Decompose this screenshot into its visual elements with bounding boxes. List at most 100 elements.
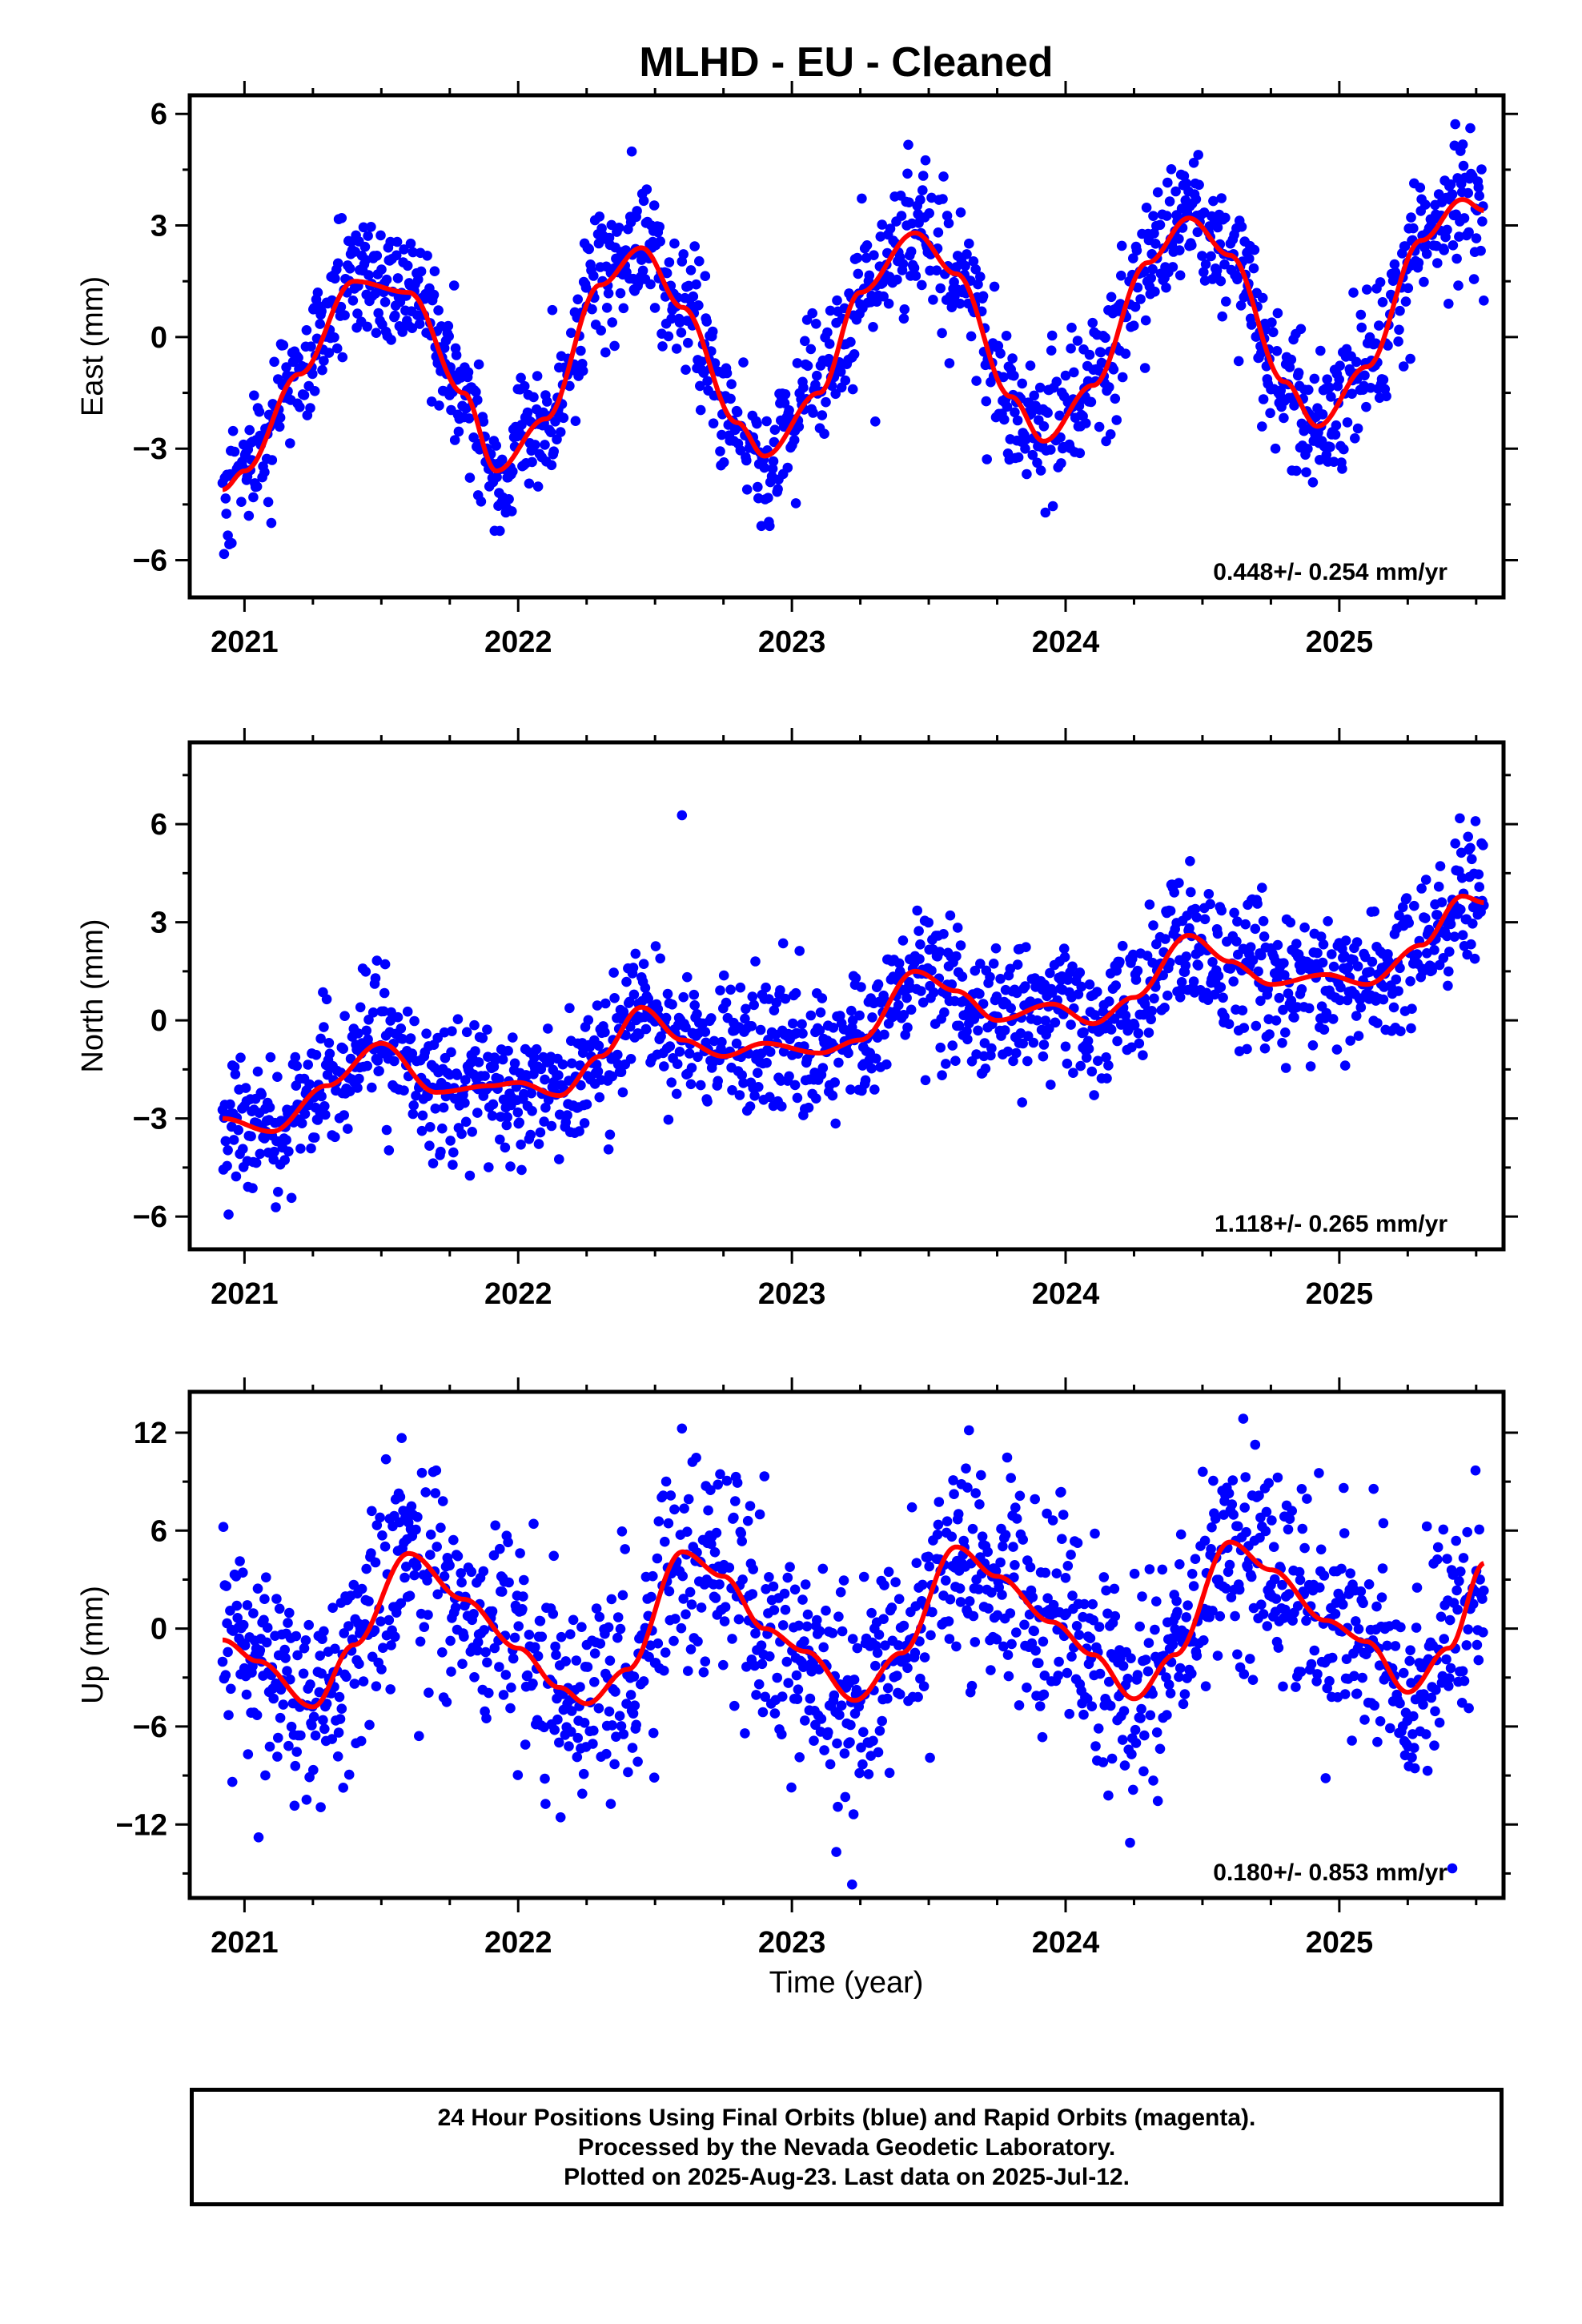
up-point: [986, 1665, 996, 1675]
up-point: [375, 1512, 385, 1523]
up-point: [490, 1520, 500, 1531]
up-point: [259, 1594, 270, 1604]
north-point: [1432, 910, 1443, 920]
north-point: [775, 985, 785, 995]
east-point: [1272, 308, 1283, 319]
north-point: [954, 1020, 965, 1031]
up-point: [1037, 1731, 1048, 1743]
up-point: [1105, 1700, 1116, 1711]
up-point: [837, 1626, 848, 1637]
north-point: [734, 1090, 745, 1100]
up-point: [482, 1657, 492, 1668]
east-point: [1291, 465, 1302, 476]
north-point: [306, 1143, 316, 1154]
up-point: [782, 1572, 793, 1583]
up-point: [231, 1600, 243, 1611]
up-point: [1210, 1514, 1221, 1524]
east-point: [942, 211, 953, 221]
up-point: [1215, 1610, 1226, 1622]
east-point: [1131, 245, 1142, 256]
up-point: [1054, 1656, 1064, 1667]
east-point: [885, 223, 896, 234]
up-point: [1057, 1534, 1067, 1544]
north-point: [893, 958, 905, 969]
east-point: [306, 341, 316, 352]
north-point: [1130, 975, 1142, 985]
east-point: [1303, 444, 1313, 454]
east-point: [1081, 418, 1091, 428]
east-point: [301, 325, 312, 336]
up-point: [375, 1616, 386, 1626]
north-point: [643, 993, 653, 1004]
up-point: [367, 1506, 377, 1517]
up-point: [1106, 1753, 1118, 1764]
north-point: [526, 1088, 536, 1099]
up-point: [612, 1612, 624, 1622]
east-point: [546, 460, 557, 471]
up-point: [1377, 1563, 1388, 1574]
up-point: [1479, 1585, 1489, 1596]
up-point: [1098, 1757, 1109, 1767]
north-point: [1162, 990, 1173, 1001]
east-point: [603, 288, 614, 299]
east-point: [548, 446, 559, 456]
north-point: [1002, 1046, 1014, 1057]
east-point: [1095, 347, 1106, 358]
north-point: [746, 1021, 757, 1031]
up-point: [658, 1490, 669, 1501]
north-point: [381, 1124, 392, 1136]
footer-info-box: 24 Hour Positions Using Final Orbits (bl…: [190, 2088, 1504, 2206]
up-point: [341, 1671, 351, 1683]
east-point: [416, 266, 427, 277]
up-point: [609, 1759, 620, 1770]
north-point: [988, 959, 999, 969]
east-point: [1194, 179, 1204, 191]
east-point: [1087, 317, 1098, 328]
north-point: [1406, 1023, 1416, 1034]
north-point: [363, 1015, 374, 1025]
east-point: [1301, 467, 1311, 477]
up-point: [578, 1768, 589, 1779]
up-point: [621, 1699, 632, 1709]
east-point: [413, 274, 424, 285]
up-point: [1174, 1671, 1184, 1683]
north-point: [1456, 904, 1466, 915]
east-point: [362, 321, 373, 332]
up-point: [629, 1700, 640, 1711]
up-point: [698, 1667, 709, 1678]
up-point: [1014, 1490, 1026, 1502]
north-point: [367, 1082, 377, 1093]
up-point: [1104, 1676, 1114, 1687]
east-point: [1465, 123, 1476, 134]
north-point: [777, 1101, 787, 1112]
up-point: [1345, 1568, 1355, 1578]
north-point: [405, 1033, 416, 1043]
east-point: [811, 319, 821, 329]
east-point: [1141, 202, 1152, 213]
up-point: [1136, 1703, 1146, 1715]
up-point: [1152, 1795, 1163, 1807]
up-point: [286, 1721, 297, 1732]
north-point: [797, 1019, 807, 1030]
east-point: [975, 271, 986, 282]
north-point: [1008, 1055, 1018, 1067]
north-point: [951, 951, 962, 962]
up-point: [729, 1700, 740, 1711]
east-point: [1051, 376, 1062, 388]
north-point: [1058, 943, 1070, 954]
up-point: [235, 1556, 245, 1566]
north-point: [1272, 939, 1283, 951]
north-point: [460, 1097, 470, 1108]
north-point: [941, 1059, 951, 1069]
north-point: [546, 1120, 557, 1132]
up-point: [756, 1640, 767, 1651]
up-point: [627, 1743, 638, 1753]
east-point: [1174, 270, 1186, 281]
north-point: [472, 1108, 483, 1118]
up-point: [1232, 1649, 1243, 1660]
up-point: [456, 1577, 467, 1588]
up-point: [370, 1557, 381, 1568]
east-point: [1324, 382, 1335, 393]
north-point: [1307, 1040, 1319, 1051]
up-point: [890, 1577, 901, 1587]
